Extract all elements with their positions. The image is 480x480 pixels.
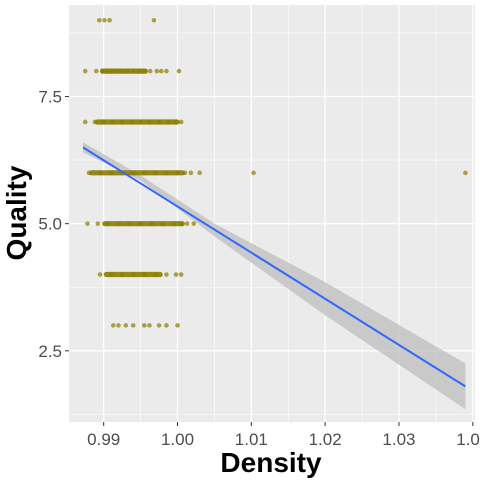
data-point (108, 170, 114, 176)
data-point (101, 119, 106, 125)
data-point (97, 272, 103, 277)
data-point (188, 170, 194, 176)
data-point (110, 119, 115, 125)
major-gridlines (69, 5, 475, 422)
data-point (127, 221, 132, 226)
y-axis-title: Quality (1, 165, 32, 260)
data-point (141, 68, 147, 74)
data-point (149, 221, 154, 226)
data-point (129, 119, 135, 125)
data-point (153, 170, 158, 176)
data-point (197, 170, 202, 176)
data-point (151, 17, 157, 23)
data-point (154, 68, 160, 74)
data-point (136, 68, 142, 74)
points-layer (82, 17, 468, 328)
data-point (463, 170, 468, 176)
data-point (119, 68, 125, 74)
x-tick-label: 1.04 (456, 430, 480, 449)
data-point (99, 68, 105, 74)
data-point (147, 119, 152, 125)
data-point (251, 170, 256, 176)
data-point (110, 323, 116, 328)
data-point (130, 170, 136, 176)
data-point (156, 119, 162, 125)
data-point (119, 119, 125, 125)
data-point (108, 272, 114, 277)
data-point (130, 68, 136, 74)
data-point (96, 17, 102, 23)
data-point (172, 119, 178, 125)
data-point (173, 272, 179, 277)
data-point (153, 272, 158, 277)
data-point (147, 323, 152, 328)
data-point (116, 221, 121, 226)
data-point (184, 221, 190, 226)
minor-gridlines (69, 5, 475, 422)
data-point (102, 17, 107, 23)
y-tick-label: 5.0 (38, 215, 62, 234)
x-tick-label: 1.00 (161, 430, 194, 449)
data-point (178, 272, 184, 277)
y-tick-label: 2.5 (38, 342, 62, 361)
data-point (82, 68, 88, 74)
data-point (82, 119, 88, 125)
data-point (182, 170, 188, 176)
data-point (105, 68, 110, 74)
data-point (191, 221, 197, 226)
data-point (125, 68, 130, 74)
data-point (130, 323, 136, 328)
x-tick-label: 0.99 (87, 430, 120, 449)
data-point (94, 68, 99, 74)
data-point (123, 323, 129, 328)
data-point (141, 170, 147, 176)
point-run (88, 170, 185, 176)
data-point (164, 170, 169, 176)
data-point (178, 221, 184, 226)
data-point (160, 221, 166, 226)
regression-line (82, 146, 466, 388)
x-tick-label: 1.02 (309, 430, 342, 449)
data-point (176, 68, 182, 74)
data-point (164, 68, 169, 74)
data-point (110, 68, 115, 74)
confidence-band-layer (83, 142, 466, 410)
data-point (175, 170, 180, 176)
data-point (138, 221, 143, 226)
data-point (178, 119, 184, 125)
confidence-band (83, 142, 466, 410)
data-point (141, 272, 147, 277)
axis-layer: 0.99 1.00 1.01 1.02 1.03 1.04 2.5 5.0 7.5 (38, 88, 480, 449)
y-tick-label: 7.5 (38, 88, 62, 107)
data-point (138, 119, 143, 125)
x-tick-label: 1.03 (382, 430, 415, 449)
data-point (95, 221, 101, 226)
data-point (130, 272, 136, 277)
data-point (119, 272, 125, 277)
data-point (105, 221, 110, 226)
data-point (158, 68, 164, 74)
data-point (107, 17, 112, 23)
data-point (85, 221, 90, 226)
x-axis-title: Density (220, 447, 322, 478)
data-point (141, 323, 147, 328)
data-point (114, 68, 120, 74)
data-point (171, 221, 177, 226)
data-point (97, 170, 103, 176)
data-point (92, 119, 98, 125)
x-tick-label: 1.01 (235, 430, 268, 449)
data-point (86, 170, 92, 176)
data-point (166, 119, 171, 125)
trend-line-layer (82, 146, 466, 388)
data-point (116, 323, 121, 328)
data-point (147, 68, 153, 74)
data-point (175, 323, 180, 328)
data-point (164, 323, 169, 328)
data-point (156, 323, 162, 328)
data-point (164, 272, 169, 277)
